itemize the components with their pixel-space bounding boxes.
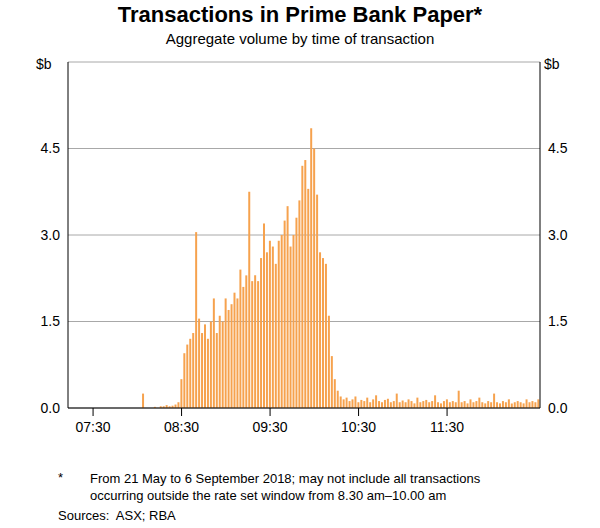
svg-text:1.5: 1.5 (548, 313, 568, 329)
svg-text:09:30: 09:30 (253, 419, 288, 435)
svg-text:11:30: 11:30 (430, 419, 464, 435)
html-text:Sources: ASX; RBA: Sources: ASX; RBA (58, 508, 176, 523)
svg-text:08:30: 08:30 (164, 419, 199, 435)
html-text:From 21 May to 6 September 201: From 21 May to 6 September 2018; may not… (90, 471, 481, 503)
svg-text:1.5: 1.5 (41, 313, 61, 329)
html-text:$b: $b (544, 56, 560, 72)
html-text:Aggregate volume by time of tr: Aggregate volume by time of transaction (165, 30, 435, 47)
html-text:$b: $b (36, 56, 52, 72)
svg-text:3.0: 3.0 (548, 227, 568, 243)
svg-text:4.5: 4.5 (548, 140, 568, 156)
svg-text:0.0: 0.0 (548, 400, 568, 416)
svg-text:07:30: 07:30 (76, 419, 111, 435)
html-text:Transactions in Prime Bank Pap: Transactions in Prime Bank Paper* (117, 2, 483, 27)
svg-text:0.0: 0.0 (41, 400, 61, 416)
svg-text:10:30: 10:30 (341, 419, 376, 435)
svg-text:4.5: 4.5 (41, 140, 61, 156)
svg-text:3.0: 3.0 (41, 227, 61, 243)
